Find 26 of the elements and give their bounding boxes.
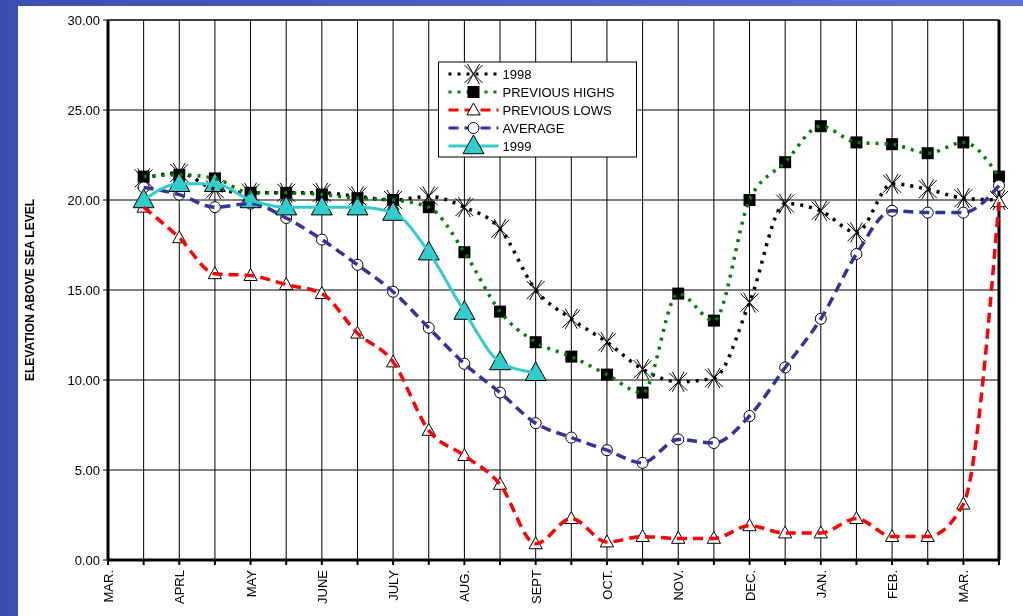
legend-label: 1998 bbox=[502, 67, 532, 82]
x-tick-label: JAN. bbox=[813, 570, 829, 599]
x-tick-label: OCT. bbox=[599, 570, 615, 600]
y-tick-label: 20.00 bbox=[67, 192, 100, 208]
y-tick-label: 5.00 bbox=[74, 462, 100, 478]
y-tick-label: 0.00 bbox=[74, 552, 100, 568]
x-tick-label: JUNE bbox=[314, 569, 330, 604]
legend-label: PREVIOUS HIGHS bbox=[502, 85, 615, 100]
legend-label: PREVIOUS LOWS bbox=[502, 103, 612, 118]
x-tick-label: NOV. bbox=[671, 570, 687, 601]
x-tick-label: DEC. bbox=[742, 570, 758, 602]
x-tick-label: AUG. bbox=[457, 570, 473, 602]
y-tick-label: 25.00 bbox=[67, 102, 100, 118]
y-tick-label: 30.00 bbox=[67, 12, 100, 28]
legend-label: AVERAGE bbox=[502, 121, 565, 136]
x-tick-label: FEB. bbox=[885, 570, 901, 599]
y-tick-label: 10.00 bbox=[67, 372, 100, 388]
y-axis-title: ELEVATION ABOVE SEA LEVEL bbox=[23, 198, 37, 382]
x-tick-label: MAR. bbox=[956, 570, 972, 603]
x-tick-label: MAY bbox=[243, 569, 259, 598]
x-tick-label: JULY bbox=[386, 569, 402, 601]
x-tick-label: APRL bbox=[172, 570, 188, 604]
legend-label: 1999 bbox=[502, 139, 532, 154]
x-tick-label: SEPT bbox=[528, 569, 544, 604]
y-tick-label: 15.00 bbox=[67, 282, 100, 298]
x-tick-label: MAR. bbox=[101, 570, 116, 603]
